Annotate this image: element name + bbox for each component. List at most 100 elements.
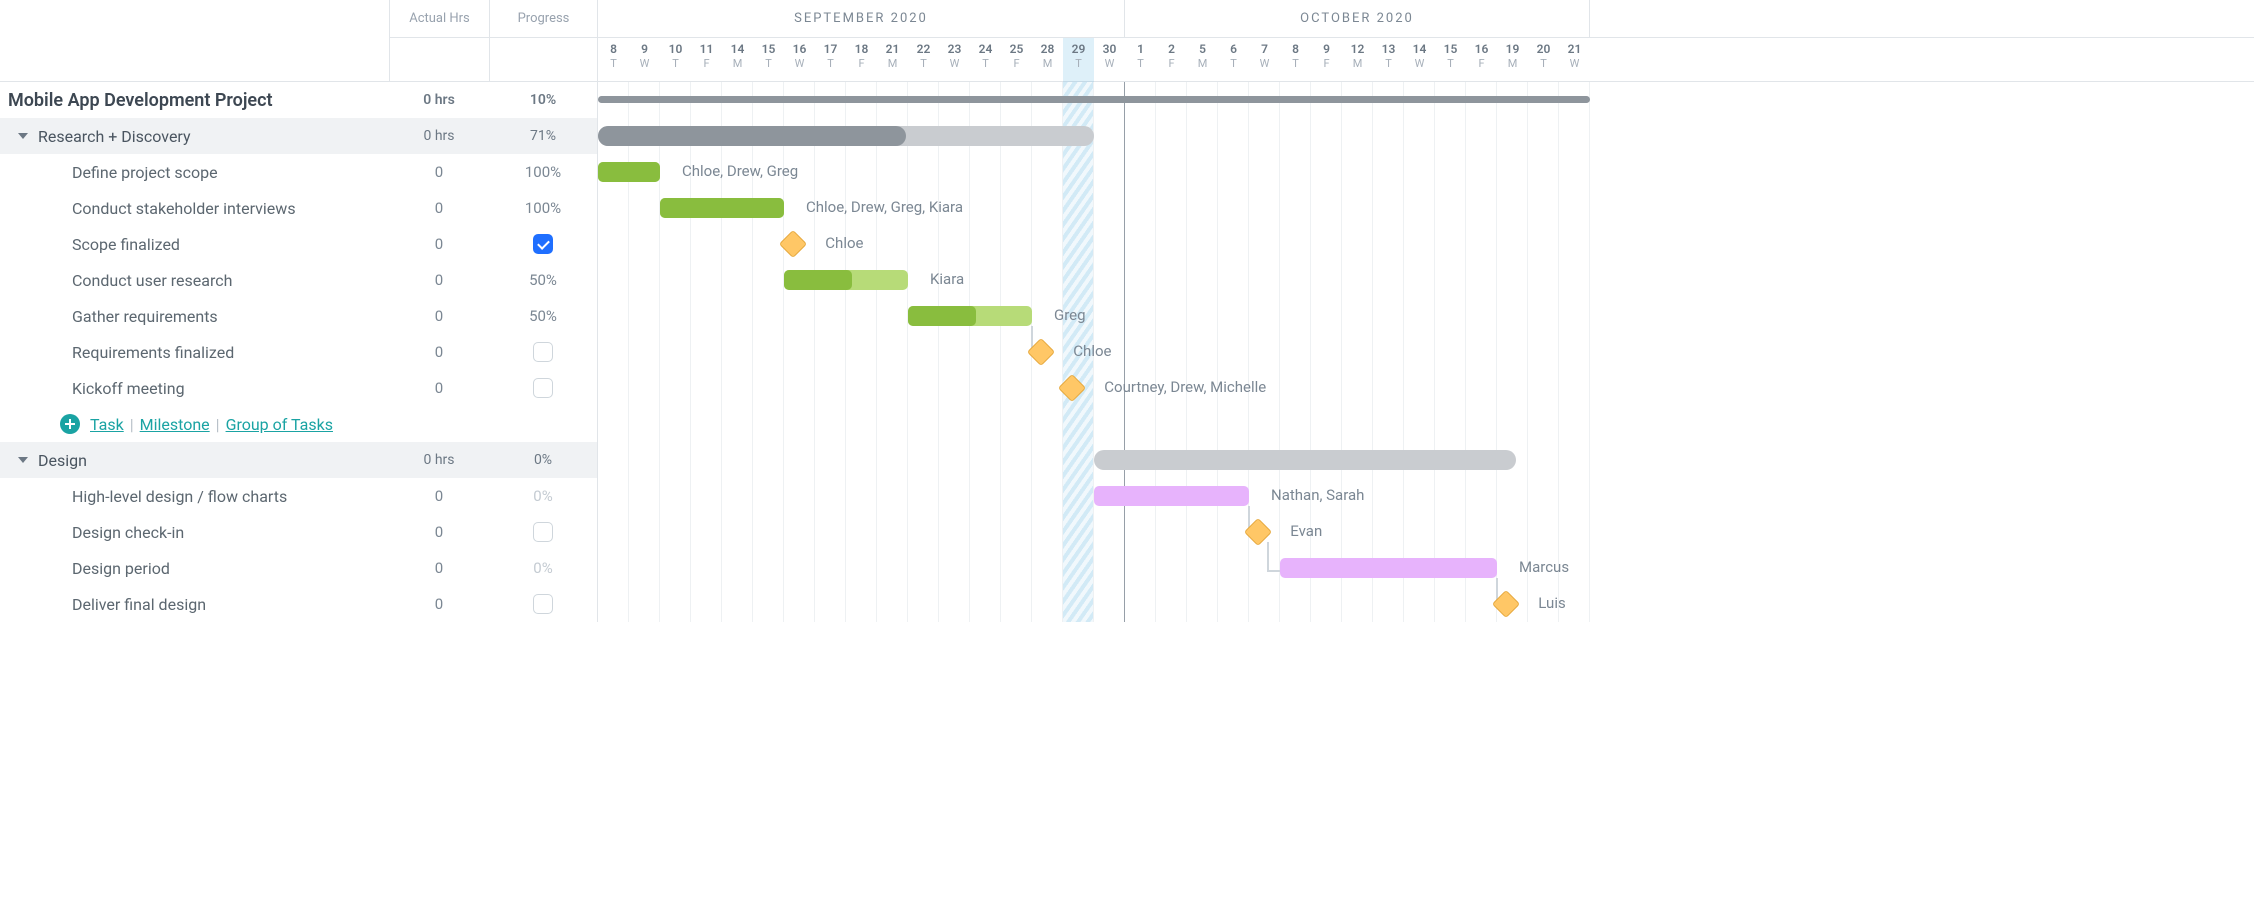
day-header[interactable]: 24T bbox=[970, 38, 1001, 82]
timeline-row: Nathan, Sarah bbox=[598, 478, 2254, 514]
row-name: Design bbox=[38, 451, 87, 470]
day-header[interactable]: 1T bbox=[1125, 38, 1156, 82]
day-header[interactable]: 14W bbox=[1404, 38, 1435, 82]
milestone-diamond-icon[interactable] bbox=[779, 230, 807, 258]
column-header-actual[interactable]: Actual Hrs bbox=[389, 0, 489, 37]
day-header[interactable]: 30W bbox=[1094, 38, 1125, 82]
left-panel: Actual Hrs Progress Mobile App Developme… bbox=[0, 0, 598, 622]
group-summary-bar[interactable] bbox=[1094, 450, 1516, 470]
timeline-row: Chloe bbox=[598, 334, 2254, 370]
task-row[interactable]: High-level design / flow charts00% bbox=[0, 478, 597, 514]
group-row[interactable]: Design0 hrs0% bbox=[0, 442, 597, 478]
progress-cell: 0% bbox=[489, 559, 597, 577]
group-progress-bar bbox=[598, 126, 906, 146]
day-header[interactable]: 17T bbox=[815, 38, 846, 82]
day-header[interactable]: 12M bbox=[1342, 38, 1373, 82]
progress-cell: 0% bbox=[489, 452, 597, 468]
day-header[interactable]: 8T bbox=[1280, 38, 1311, 82]
actual-hours-cell: 0 bbox=[389, 343, 489, 361]
milestone-row[interactable]: Scope finalized0 bbox=[0, 226, 597, 262]
timeline-body[interactable]: Chloe, Drew, GregChloe, Drew, Greg, Kiar… bbox=[598, 82, 2254, 622]
milestone-diamond-icon[interactable] bbox=[1058, 374, 1086, 402]
row-name: Research + Discovery bbox=[38, 127, 191, 146]
day-header[interactable]: 6T bbox=[1218, 38, 1249, 82]
day-header[interactable]: 18F bbox=[846, 38, 877, 82]
assignees-label: Courtney, Drew, Michelle bbox=[1104, 378, 1266, 396]
day-header[interactable]: 8T bbox=[598, 38, 629, 82]
row-name: Design check-in bbox=[72, 523, 184, 542]
add-group-link[interactable]: Group of Tasks bbox=[226, 415, 333, 434]
add-task-link[interactable]: Task bbox=[90, 415, 124, 434]
task-bar[interactable] bbox=[1280, 558, 1497, 578]
collapse-icon[interactable] bbox=[18, 457, 28, 463]
group-row[interactable]: Research + Discovery0 hrs71% bbox=[0, 118, 597, 154]
milestone-row[interactable]: Design check-in0 bbox=[0, 514, 597, 550]
milestone-diamond-icon[interactable] bbox=[1027, 338, 1055, 366]
day-header[interactable]: 2F bbox=[1156, 38, 1187, 82]
day-header[interactable]: 21W bbox=[1559, 38, 1590, 82]
milestone-checkbox[interactable] bbox=[533, 522, 553, 542]
day-header[interactable]: 22T bbox=[908, 38, 939, 82]
milestone-checkbox[interactable] bbox=[533, 594, 553, 614]
progress-cell bbox=[489, 522, 597, 542]
column-header-progress[interactable]: Progress bbox=[489, 0, 597, 37]
milestone-checkbox[interactable] bbox=[533, 234, 553, 254]
day-header[interactable]: 20T bbox=[1528, 38, 1559, 82]
day-header[interactable]: 15T bbox=[1435, 38, 1466, 82]
day-header[interactable]: 28M bbox=[1032, 38, 1063, 82]
day-header[interactable]: 7W bbox=[1249, 38, 1280, 82]
day-header[interactable]: 15T bbox=[753, 38, 784, 82]
task-row[interactable]: Gather requirements050% bbox=[0, 298, 597, 334]
row-name: Conduct stakeholder interviews bbox=[72, 199, 296, 218]
day-header[interactable]: 9W bbox=[629, 38, 660, 82]
project-row[interactable]: Mobile App Development Project0 hrs10% bbox=[0, 82, 597, 118]
timeline-panel[interactable]: SEPTEMBER 2020OCTOBER 2020 8T9W10T11F14M… bbox=[598, 0, 2254, 622]
timeline-row bbox=[598, 118, 2254, 154]
milestone-row[interactable]: Deliver final design0 bbox=[0, 586, 597, 622]
project-summary-bar[interactable] bbox=[598, 96, 1590, 103]
day-header[interactable]: 9F bbox=[1311, 38, 1342, 82]
task-row[interactable]: Define project scope0100% bbox=[0, 154, 597, 190]
task-row[interactable]: Design period00% bbox=[0, 550, 597, 586]
timeline-row: Evan bbox=[598, 514, 2254, 550]
progress-cell bbox=[489, 378, 597, 398]
progress-cell: 100% bbox=[489, 199, 597, 217]
add-row: Task|Milestone|Group of Tasks bbox=[0, 406, 597, 442]
task-progress-bar bbox=[598, 162, 660, 182]
milestone-checkbox[interactable] bbox=[533, 378, 553, 398]
add-icon[interactable] bbox=[60, 414, 80, 434]
day-header[interactable]: 25F bbox=[1001, 38, 1032, 82]
row-name: Scope finalized bbox=[72, 235, 180, 254]
day-header[interactable]: 11F bbox=[691, 38, 722, 82]
day-header[interactable]: 14M bbox=[722, 38, 753, 82]
day-header[interactable]: 16F bbox=[1466, 38, 1497, 82]
month-header: OCTOBER 2020 bbox=[1125, 0, 1590, 37]
task-row[interactable]: Conduct user research050% bbox=[0, 262, 597, 298]
task-row[interactable]: Conduct stakeholder interviews0100% bbox=[0, 190, 597, 226]
milestone-row[interactable]: Requirements finalized0 bbox=[0, 334, 597, 370]
day-header[interactable]: 10T bbox=[660, 38, 691, 82]
day-header[interactable]: 5M bbox=[1187, 38, 1218, 82]
timeline-row bbox=[598, 406, 2254, 442]
add-milestone-link[interactable]: Milestone bbox=[140, 415, 210, 434]
day-header[interactable]: 21M bbox=[877, 38, 908, 82]
milestone-checkbox[interactable] bbox=[533, 342, 553, 362]
progress-cell: 50% bbox=[489, 271, 597, 289]
day-header[interactable]: 13T bbox=[1373, 38, 1404, 82]
timeline-row bbox=[598, 82, 2254, 118]
actual-hours-cell: 0 bbox=[389, 271, 489, 289]
task-bar[interactable] bbox=[1094, 486, 1249, 506]
day-row: 8T9W10T11F14M15T16W17T18F21M22T23W24T25F… bbox=[598, 37, 2254, 82]
day-header[interactable]: 23W bbox=[939, 38, 970, 82]
day-header[interactable]: 29T bbox=[1063, 38, 1094, 82]
timeline-header: SEPTEMBER 2020OCTOBER 2020 8T9W10T11F14M… bbox=[598, 0, 2254, 82]
progress-cell: 10% bbox=[489, 92, 597, 108]
day-header[interactable]: 16W bbox=[784, 38, 815, 82]
task-progress-bar bbox=[660, 198, 784, 218]
month-row: SEPTEMBER 2020OCTOBER 2020 bbox=[598, 0, 2254, 37]
row-name: High-level design / flow charts bbox=[72, 487, 287, 506]
milestone-row[interactable]: Kickoff meeting0 bbox=[0, 370, 597, 406]
day-header[interactable]: 19M bbox=[1497, 38, 1528, 82]
collapse-icon[interactable] bbox=[18, 133, 28, 139]
milestone-diamond-icon[interactable] bbox=[1492, 590, 1520, 618]
